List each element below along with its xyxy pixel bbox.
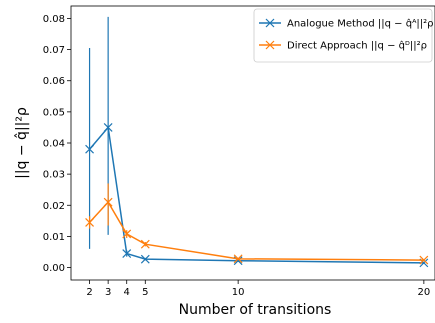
series-line [89, 200, 424, 261]
y-axis-ticks: 0.00 0.01 0.02 0.03 0.04 0.05 0.06 0.07 0.08 [43, 14, 71, 274]
series-layer [85, 16, 429, 268]
x-tick-label: 5 [142, 287, 148, 298]
data-point [419, 255, 429, 265]
series-line [88, 125, 424, 264]
y-tick-label: 0.02 [43, 201, 65, 212]
legend-marker [265, 40, 275, 50]
y-tick-label: 0.06 [43, 76, 65, 87]
y-tick-label: 0.07 [43, 45, 65, 56]
data-point [103, 197, 113, 207]
x-tick-label: 10 [232, 287, 245, 298]
y-axis-title: ||q − q̂||²ρ [14, 107, 30, 179]
legend-items: Analogue Method ||q − q̂ᴬ||²ρ Direct Appr… [259, 18, 433, 52]
data-point [122, 229, 132, 239]
data-point [140, 254, 150, 264]
legend-item: Analogue Method ||q − q̂ᴬ||²ρ [259, 18, 433, 30]
legend-item: Direct Approach ||q − q̂ᴰ||²ρ [259, 40, 427, 52]
legend-label: Analogue Method ||q − q̂ᴬ||²ρ [287, 18, 433, 30]
legend: Analogue Method ||q − q̂ᴬ||²ρ Direct Appr… [253, 8, 433, 63]
data-point [103, 123, 113, 132]
y-tick-label: 0.01 [43, 232, 65, 243]
x-tick-label: 2 [86, 287, 92, 298]
y-tick-label: 0.08 [43, 14, 65, 25]
y-tick-label: 0.05 [43, 107, 65, 118]
x-tick-label: 4 [124, 287, 130, 298]
legend-label: Direct Approach ||q − q̂ᴰ||²ρ [287, 40, 427, 52]
series-1 [85, 16, 429, 268]
legend-box [253, 8, 433, 63]
x-axis-title: Number of transitions [179, 302, 332, 318]
legend-marker [265, 18, 275, 28]
data-point [85, 144, 94, 154]
data-point [85, 217, 94, 227]
series-2 [85, 183, 429, 265]
data-point [140, 239, 150, 249]
data-point [122, 249, 132, 258]
y-tick-label: 0.03 [43, 170, 65, 181]
y-tick-label: 0.00 [43, 263, 65, 274]
x-tick-label: 3 [105, 287, 111, 298]
y-tick-label: 0.04 [43, 139, 65, 150]
x-tick-label: 20 [417, 287, 430, 298]
x-axis-ticks: 2 3 4 5 10 20 [86, 280, 430, 298]
data-point [233, 254, 243, 264]
